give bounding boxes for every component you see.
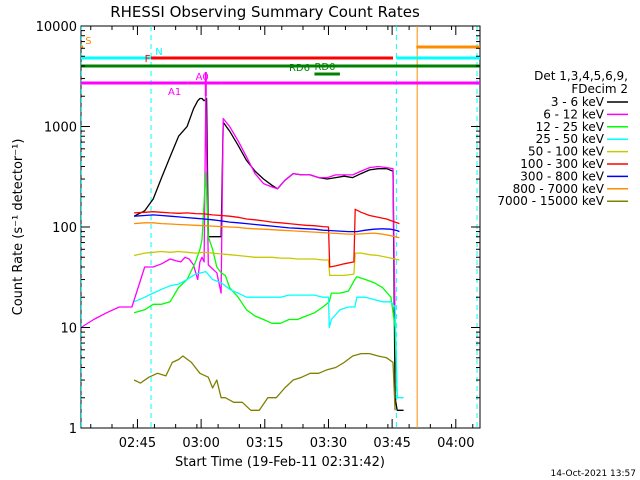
x-tick-label: 03:45 <box>373 436 410 451</box>
chart-title: RHESSI Observing Summary Count Rates <box>110 3 420 21</box>
legend-header-line: Det 1,3,4,5,6,9, <box>534 69 628 83</box>
legend-entry-label: 300 - 800 keV <box>520 169 604 183</box>
x-tick-label: 02:45 <box>119 436 156 451</box>
x-tick-label: 03:00 <box>182 436 219 451</box>
legend-entry-label: 7000 - 15000 keV <box>497 194 604 208</box>
legend-entry-label: 50 - 100 keV <box>528 145 605 159</box>
y-tick-label: 1 <box>69 422 77 437</box>
legend-entry-label: 25 - 50 keV <box>536 132 605 146</box>
series-line <box>133 171 398 398</box>
series-line <box>134 208 400 268</box>
y-tick-label: 10000 <box>36 20 77 35</box>
series-lines <box>80 93 404 411</box>
flag-label: RD0 <box>314 62 335 73</box>
flag-label: F <box>145 54 151 65</box>
y-tick-label: 1000 <box>44 121 77 136</box>
observing-flags: S NF RD0 RD6 A0 A1 <box>81 36 480 98</box>
legend-entry-label: 12 - 25 keV <box>536 120 605 134</box>
series-line <box>133 250 400 277</box>
series-line <box>133 97 404 411</box>
flag-label: RD6 <box>289 63 310 74</box>
y-axis: 1 10 100 1000 10000 <box>36 20 480 437</box>
x-tick-label: 03:15 <box>246 436 283 451</box>
flag-label: S <box>85 36 91 47</box>
x-tick-label: 04:00 <box>437 436 474 451</box>
series-line <box>133 352 396 411</box>
y-tick-label: 100 <box>52 221 77 236</box>
series-line <box>133 270 404 399</box>
legend-header-line: FDecim 2 <box>571 82 628 96</box>
series-line <box>80 93 396 329</box>
x-axis: 02:45 03:00 03:15 03:30 03:45 04:00 <box>90 26 475 451</box>
flag-label: N <box>155 47 162 58</box>
legend-entry-label: 3 - 6 keV <box>551 95 605 109</box>
legend-entry-label: 100 - 300 keV <box>520 157 604 171</box>
series-line <box>134 222 400 239</box>
y-tick-label: 10 <box>60 322 77 337</box>
y-axis-label: Count Rate (s⁻¹ detector⁻¹) <box>11 139 26 316</box>
x-axis-label: Start Time (19-Feb-11 02:31:42) <box>175 455 385 470</box>
flag-label: A1 <box>168 87 181 98</box>
series-line <box>134 214 400 233</box>
legend-entry-label: 800 - 7000 keV <box>513 182 605 196</box>
flag-label: A0 <box>196 72 209 83</box>
x-tick-label: 03:30 <box>310 436 347 451</box>
legend-entry-label: 6 - 12 keV <box>543 107 605 121</box>
timestamp: 14-Oct-2021 13:57 <box>551 469 636 479</box>
